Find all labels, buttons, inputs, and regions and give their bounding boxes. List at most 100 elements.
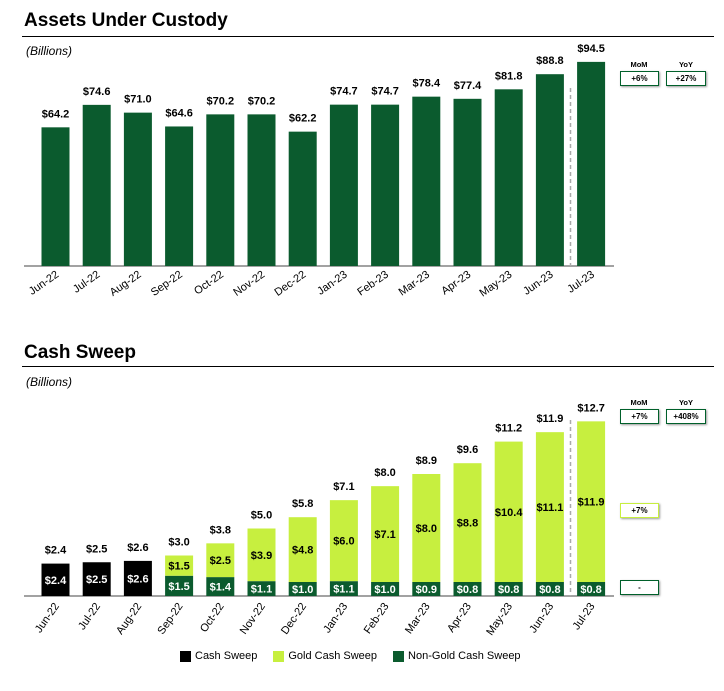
cash-sweep-x-tick-label: Dec-22 [279,601,309,637]
cash-sweep-total-label: $3.0 [168,537,189,549]
aum-value-label: $74.6 [83,86,111,98]
non-gold-cash-sweep-bar-segment [412,582,441,596]
gold-cash-sweep-segment-label: $8.0 [416,523,437,535]
gold-cash-sweep-bar-segment [577,421,606,582]
gold-cash-sweep-bar-segment [206,543,235,578]
cash-sweep-segment-label: $2.5 [86,574,107,586]
gold-cash-sweep-segment-label: $11.1 [536,502,563,514]
cash-sweep-title: Cash Sweep [24,342,136,363]
aum-yoy-label: YoY [678,60,694,69]
non-gold-cash-sweep-segment-label: $0.8 [457,584,478,596]
cash-sweep-x-tick-label: Jan-23 [321,601,350,635]
aum-mom-label: MoM [630,60,648,69]
cash-sweep-x-tick-label: Mar-23 [403,601,433,636]
aum-bar [329,104,358,266]
gold-cash-sweep-segment-label: $3.9 [251,550,272,562]
gold-cash-sweep-bar-segment [329,500,358,582]
aum-bar [206,114,235,266]
aum-bar [82,104,111,266]
aum-value-label: $62.2 [289,113,317,125]
aum-x-tick-label: May-23 [477,269,514,300]
cash-sweep-x-tick-label: Jul-23 [571,601,598,632]
cash-sweep-segment-label: $2.6 [127,573,148,585]
cash-sweep-bar-segment [41,563,70,596]
aum-x-tick-label: Dec-22 [272,269,308,299]
aum-value-label: $78.4 [413,78,441,90]
non-gold-cash-sweep-bar-segment [494,582,523,596]
cash-sweep-x-tick-label: May-23 [484,601,515,638]
non-gold-cash-sweep-segment-label: $0.8 [580,584,601,596]
aum-value-label: $94.5 [577,43,605,55]
gold-cash-sweep-bar-segment [453,463,482,582]
gold-cash-sweep-segment-label: $6.0 [333,536,354,548]
aum-value-label: $64.2 [42,108,70,120]
non-gold-cash-sweep-segment-label: $1.4 [210,582,232,594]
non-gold-cash-sweep-segment-label: $0.9 [416,584,437,596]
aum-value-label: $88.8 [536,55,564,67]
aum-value-label: $77.4 [454,80,482,92]
aum-value-label: $70.2 [207,95,235,107]
aum-x-tick-label: Oct-22 [192,269,226,298]
non-gold-cash-sweep-mom-badge: - [620,580,659,595]
aum-value-label: $74.7 [330,86,358,98]
gold-cash-sweep-bar-segment [535,432,564,582]
aum-bar [165,126,194,267]
aum-value-label: $71.0 [124,94,152,106]
legend-label-gold-cash-sweep: Gold Cash Sweep [288,650,378,662]
cash-sweep-total-label: $7.1 [333,481,354,493]
cash-sweep-total-label: $8.0 [374,467,395,479]
gold-cash-sweep-segment-label: $10.4 [495,507,523,519]
aum-title-rule [22,36,714,37]
legend-label-cash-sweep: Cash Sweep [195,650,258,662]
cash-sweep-total-label: $11.2 [495,423,522,435]
cash-sweep-x-tick-label: Oct-22 [198,601,227,635]
aum-x-tick-label: Jun-23 [521,269,555,298]
aum-x-tick-label: Nov-22 [231,269,267,299]
gold-cash-sweep-segment-label: $4.8 [292,545,313,557]
gold-cash-sweep-bar-segment [371,486,400,582]
gold-cash-sweep-mom-badge: +7% [620,503,659,518]
cash-sweep-x-tick-label: Apr-23 [445,601,474,635]
gold-cash-sweep-bar-segment [165,555,194,576]
legend-label-non-gold-cash-sweep: Non-Gold Cash Sweep [408,650,521,662]
non-gold-cash-sweep-bar-segment [329,581,358,596]
cash-sweep-legend: Cash Sweep Gold Cash Sweep Non-Gold Cash… [180,650,521,662]
non-gold-cash-sweep-bar-segment [165,575,194,596]
aum-value-label: $74.7 [371,86,399,98]
aum-x-tick-label: Jan-23 [315,269,349,298]
non-gold-cash-sweep-bar-segment [577,582,606,596]
legend-swatch-gold-cash-sweep [273,650,285,662]
non-gold-cash-sweep-segment-label: $1.0 [374,584,395,596]
aum-yoy-badge: +27% [666,71,706,86]
cash-sweep-bar-segment [123,560,152,596]
aum-bar [494,89,523,266]
non-gold-cash-sweep-bar-segment [371,582,400,596]
aum-units-label: (Billions) [26,44,73,58]
cash-sweep-title-rule [22,366,714,367]
aum-value-label: $64.6 [165,107,193,119]
cash-sweep-x-tick-label: Feb-23 [362,601,392,636]
cash-sweep-total-label: $9.6 [457,444,478,456]
cash-sweep-total-label: $11.9 [536,413,563,425]
non-gold-cash-sweep-segment-label: $0.8 [539,584,560,596]
legend-swatch-cash-sweep [180,650,191,662]
gold-cash-sweep-segment-label: $8.8 [457,518,478,530]
aum-value-label: $70.2 [248,95,276,107]
legend-swatch-non-gold-cash-sweep [393,650,405,662]
cash-sweep-mom-label: MoM [630,398,648,407]
non-gold-cash-sweep-segment-label: $1.1 [333,584,354,596]
gold-cash-sweep-bar-segment [494,441,523,582]
non-gold-cash-sweep-segment-label: $0.8 [498,584,519,596]
gold-cash-sweep-segment-label: $1.5 [168,561,189,573]
cash-sweep-yoy-label: YoY [678,398,694,407]
legend-item-non-gold-cash-sweep: Non-Gold Cash Sweep [393,650,521,662]
aum-x-tick-label: Jul-22 [71,269,102,296]
non-gold-cash-sweep-segment-label: $1.5 [168,581,189,593]
cash-sweep-x-tick-label: Jun-23 [527,601,556,635]
non-gold-cash-sweep-bar-segment [535,582,564,596]
cash-sweep-total-label: $8.9 [416,455,437,467]
cash-sweep-total-label: $3.8 [210,524,231,536]
aum-bar [41,127,70,266]
legend-item-gold-cash-sweep: Gold Cash Sweep [273,650,377,662]
cash-sweep-x-tick-label: Jul-22 [76,601,103,632]
